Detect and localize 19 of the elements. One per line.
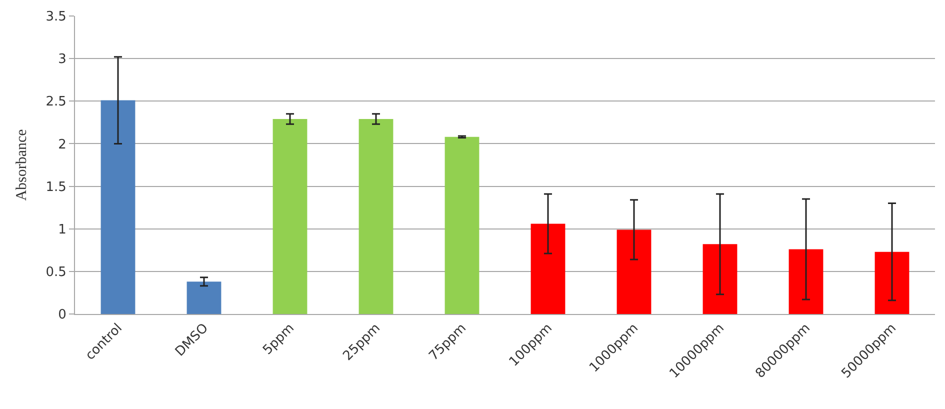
y-tick-label: 2: [58, 137, 66, 152]
y-axis-title: Absorbance: [14, 128, 30, 201]
bar: [616, 230, 652, 314]
y-tick-label: 2.5: [46, 94, 66, 110]
bar: [272, 119, 308, 314]
y-tick-label: 3: [58, 52, 66, 68]
bar: [100, 100, 136, 314]
bar: [788, 249, 824, 314]
bar: [530, 224, 566, 314]
bar: [444, 136, 480, 314]
y-tick-label: 0.5: [46, 264, 66, 280]
y-tick-label: 0: [58, 308, 66, 323]
y-tick-label: 3.5: [46, 10, 66, 25]
y-tick-label: 1.5: [46, 180, 66, 195]
bar: [186, 282, 222, 314]
bar: [874, 252, 910, 314]
y-tick-label: 1: [58, 222, 66, 238]
bar: [358, 119, 394, 314]
bar: [702, 244, 738, 314]
